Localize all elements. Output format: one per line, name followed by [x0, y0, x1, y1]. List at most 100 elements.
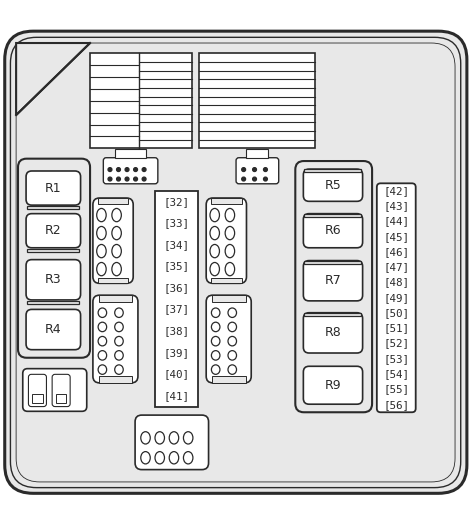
Ellipse shape [225, 226, 235, 239]
Text: [32]: [32] [164, 196, 190, 206]
Text: R7: R7 [325, 274, 341, 287]
FancyBboxPatch shape [303, 214, 363, 248]
Text: R4: R4 [45, 323, 62, 336]
Text: [43]: [43] [383, 201, 409, 211]
Ellipse shape [228, 322, 237, 332]
Bar [98, 198, 128, 204]
Circle shape [125, 168, 129, 171]
FancyBboxPatch shape [103, 158, 158, 184]
FancyBboxPatch shape [93, 295, 138, 383]
Ellipse shape [211, 351, 220, 360]
Ellipse shape [97, 245, 106, 258]
FancyBboxPatch shape [26, 214, 81, 248]
Ellipse shape [210, 226, 219, 239]
Bar [211, 278, 242, 283]
Text: [49]: [49] [383, 293, 409, 303]
Text: [56]: [56] [383, 400, 409, 410]
Ellipse shape [210, 209, 219, 222]
Ellipse shape [112, 245, 121, 258]
Ellipse shape [97, 209, 106, 222]
Bar [155, 191, 198, 407]
Text: [50]: [50] [383, 308, 409, 318]
Text: R1: R1 [45, 181, 62, 194]
Ellipse shape [228, 351, 237, 360]
FancyBboxPatch shape [52, 374, 70, 407]
FancyBboxPatch shape [26, 171, 81, 205]
Text: [36]: [36] [164, 283, 190, 293]
FancyBboxPatch shape [93, 198, 133, 283]
Circle shape [253, 177, 256, 181]
Circle shape [264, 177, 267, 181]
FancyBboxPatch shape [16, 43, 455, 482]
Text: [48]: [48] [383, 278, 409, 288]
Ellipse shape [115, 336, 123, 346]
Text: [51]: [51] [383, 323, 409, 333]
Bar [304, 214, 361, 217]
Ellipse shape [112, 226, 121, 239]
Bar [211, 198, 242, 204]
Text: [54]: [54] [383, 369, 409, 379]
Text: [55]: [55] [383, 385, 409, 395]
Text: [45]: [45] [383, 232, 409, 242]
Bar [27, 301, 79, 304]
Text: R8: R8 [325, 326, 341, 340]
FancyBboxPatch shape [23, 369, 87, 411]
Text: [44]: [44] [383, 216, 409, 226]
Circle shape [264, 168, 267, 171]
Ellipse shape [98, 365, 107, 374]
Ellipse shape [115, 351, 123, 360]
Text: [34]: [34] [164, 240, 190, 250]
Text: R3: R3 [45, 274, 62, 286]
Ellipse shape [225, 209, 235, 222]
Bar [32, 394, 43, 403]
Bar [99, 295, 132, 302]
Ellipse shape [98, 336, 107, 346]
FancyBboxPatch shape [18, 159, 90, 358]
Ellipse shape [155, 432, 164, 444]
Bar [90, 53, 192, 148]
FancyBboxPatch shape [10, 37, 461, 488]
Text: [47]: [47] [383, 262, 409, 272]
Bar [304, 169, 361, 172]
FancyBboxPatch shape [236, 158, 279, 184]
Text: [41]: [41] [164, 391, 190, 401]
Circle shape [242, 168, 246, 171]
Ellipse shape [228, 365, 237, 374]
Polygon shape [16, 43, 90, 115]
Text: R5: R5 [325, 179, 341, 192]
Ellipse shape [112, 263, 121, 276]
Circle shape [117, 168, 120, 171]
Bar [99, 376, 132, 383]
Circle shape [142, 168, 146, 171]
Bar [27, 206, 79, 210]
Bar [115, 149, 146, 158]
Bar [27, 249, 79, 252]
Circle shape [142, 177, 146, 181]
Ellipse shape [141, 432, 150, 444]
Circle shape [117, 177, 120, 181]
Bar [304, 260, 361, 264]
Text: [38]: [38] [164, 326, 190, 336]
FancyBboxPatch shape [5, 31, 467, 493]
Ellipse shape [97, 263, 106, 276]
Ellipse shape [211, 322, 220, 332]
Ellipse shape [225, 263, 235, 276]
Text: R2: R2 [45, 224, 62, 237]
Circle shape [242, 177, 246, 181]
Ellipse shape [210, 245, 219, 258]
Text: R6: R6 [325, 224, 341, 237]
Bar [56, 394, 66, 403]
Bar [98, 278, 128, 283]
Text: R9: R9 [325, 379, 341, 392]
Bar [212, 295, 246, 302]
Bar [212, 376, 246, 383]
Text: [46]: [46] [383, 247, 409, 257]
FancyBboxPatch shape [26, 309, 81, 350]
FancyBboxPatch shape [26, 259, 81, 300]
FancyBboxPatch shape [303, 313, 363, 353]
Ellipse shape [112, 209, 121, 222]
Ellipse shape [115, 322, 123, 332]
FancyBboxPatch shape [28, 374, 46, 407]
Ellipse shape [98, 351, 107, 360]
Text: [35]: [35] [164, 261, 190, 271]
